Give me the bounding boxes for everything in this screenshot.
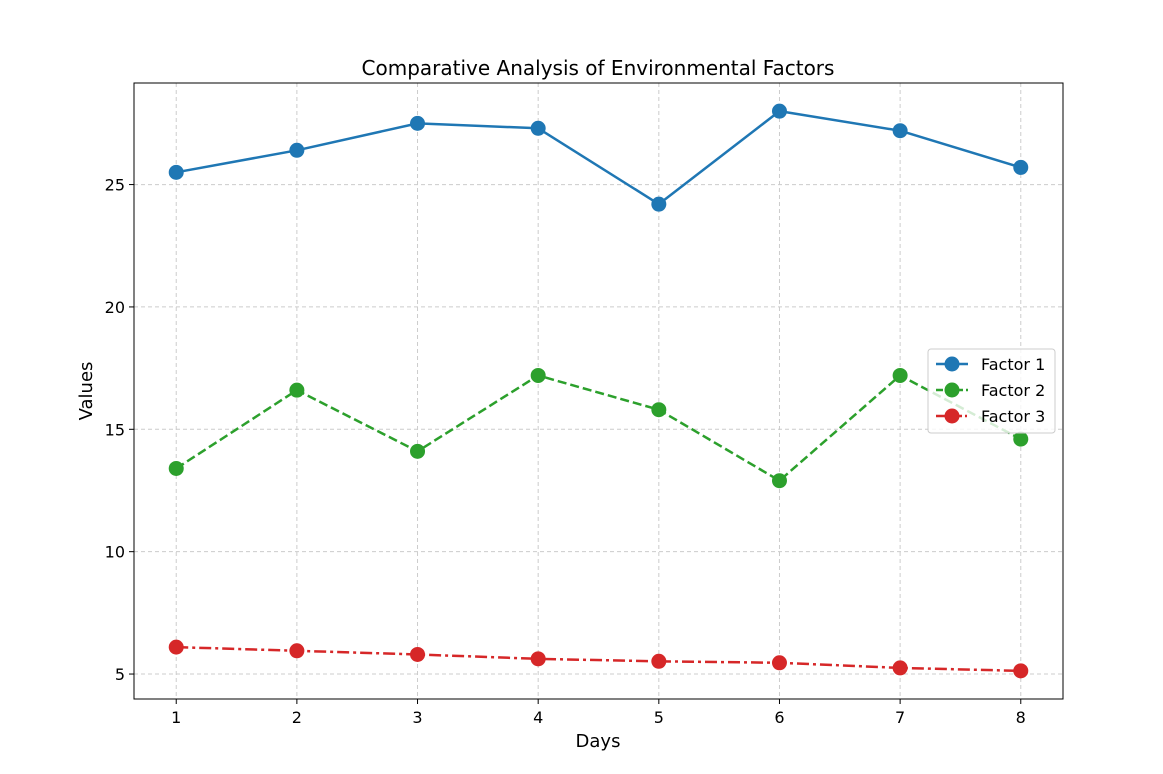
chart-title: Comparative Analysis of Environmental Fa…	[362, 56, 835, 80]
series-layer	[168, 103, 1029, 679]
data-point	[168, 460, 184, 476]
data-point	[410, 646, 426, 662]
data-point	[1013, 431, 1029, 447]
x-tick-label: 7	[895, 708, 905, 727]
series-line	[176, 645, 1021, 673]
plot-area-frame	[133, 82, 1064, 700]
y-tick-label: 10	[105, 543, 125, 562]
data-point	[1013, 159, 1029, 175]
series-factor-1	[168, 103, 1029, 212]
grid-lines	[134, 83, 1063, 699]
data-point	[892, 123, 908, 139]
x-tick-label: 4	[533, 708, 543, 727]
data-point	[771, 655, 787, 671]
data-point	[410, 115, 426, 131]
data-point	[651, 402, 667, 418]
series-factor-2	[168, 367, 1029, 489]
data-point	[289, 142, 305, 158]
legend: Factor 1 Factor 2 Factor 3	[927, 348, 1056, 434]
legend-label: Factor 3	[981, 407, 1045, 426]
legend-box	[927, 348, 1056, 434]
series-factor-3	[168, 639, 1029, 679]
data-point	[530, 120, 546, 136]
x-tick-label: 2	[292, 708, 302, 727]
y-tick-label: 25	[105, 176, 125, 195]
data-point	[651, 196, 667, 212]
data-point	[771, 473, 787, 489]
legend-label: Factor 1	[981, 355, 1045, 374]
legend-marker	[944, 382, 960, 398]
series-line	[175, 374, 1022, 482]
x-tick-label: 3	[412, 708, 422, 727]
data-point	[892, 367, 908, 383]
x-axis-label: Days	[576, 731, 621, 752]
data-point	[410, 443, 426, 459]
y-tick-label: 20	[105, 298, 125, 317]
data-point	[289, 382, 305, 398]
x-tick-label: 6	[774, 708, 784, 727]
legend-marker	[944, 408, 960, 424]
data-point	[892, 660, 908, 676]
series-line	[176, 109, 1022, 206]
y-axis-label: Values	[76, 362, 97, 421]
y-axis-ticks: 5 10 15 20 25	[105, 176, 134, 684]
x-tick-label: 5	[654, 708, 664, 727]
x-tick-label: 1	[171, 708, 181, 727]
data-point	[530, 651, 546, 667]
data-point	[530, 367, 546, 383]
data-point	[168, 164, 184, 180]
data-point	[168, 639, 184, 655]
data-point	[289, 643, 305, 659]
data-point	[1013, 663, 1029, 679]
y-tick-label: 15	[105, 420, 125, 439]
data-point	[651, 653, 667, 669]
y-tick-label: 5	[115, 665, 125, 684]
x-tick-label: 8	[1016, 708, 1026, 727]
legend-marker	[944, 356, 960, 372]
data-point	[771, 103, 787, 119]
legend-label: Factor 2	[981, 381, 1045, 400]
x-axis-ticks: 1 2 3 4 5 6 7 8	[171, 699, 1026, 727]
